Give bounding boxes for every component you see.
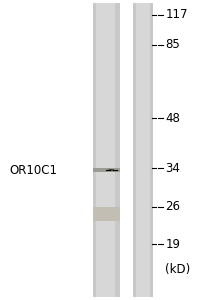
- Text: 117: 117: [165, 8, 188, 22]
- Text: (kD): (kD): [165, 263, 191, 277]
- Text: 85: 85: [165, 38, 180, 52]
- Text: 19: 19: [165, 238, 180, 250]
- Text: 48: 48: [165, 112, 180, 124]
- Text: 34: 34: [165, 161, 180, 175]
- Text: OR10C1: OR10C1: [9, 164, 57, 176]
- Text: 26: 26: [165, 200, 180, 214]
